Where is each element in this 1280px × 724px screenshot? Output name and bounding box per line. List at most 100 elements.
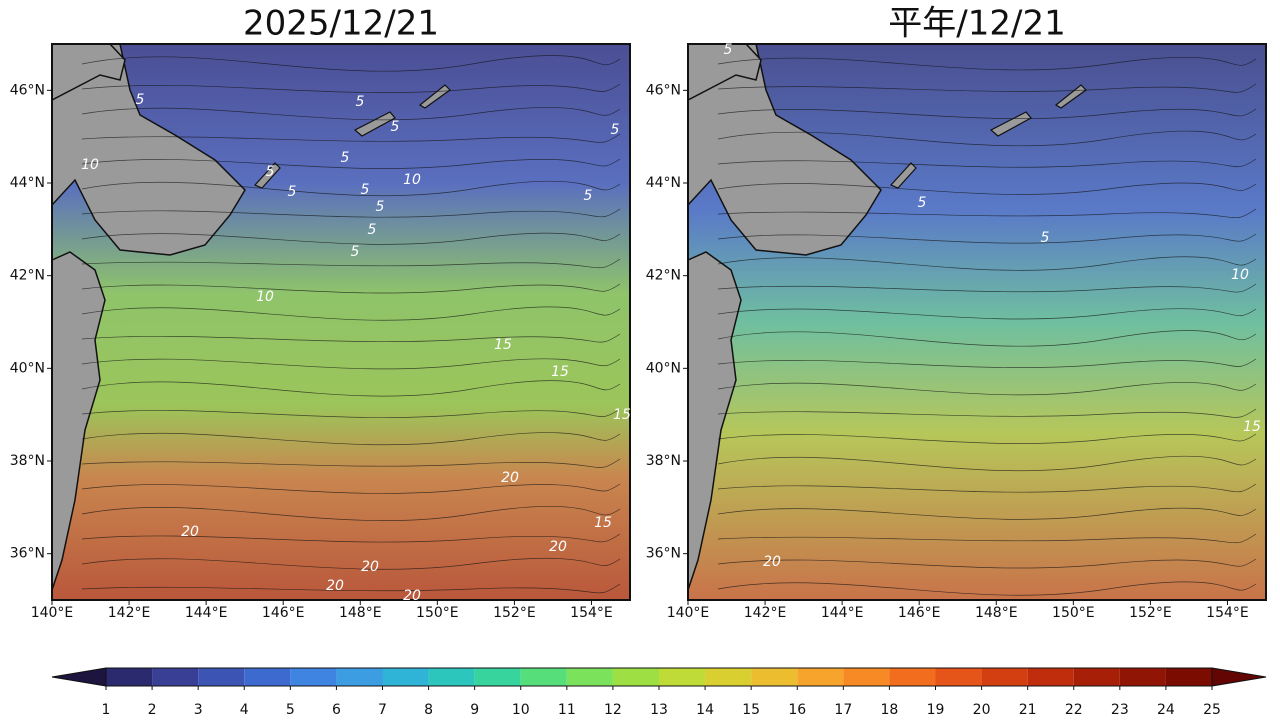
contour-label: 10 [403,172,421,188]
colorbar-segment [106,668,153,686]
streamline [81,558,621,570]
x-tick-label: 144°E [821,605,864,621]
colorbar-tick-label: 7 [378,702,387,718]
colorbar-segment [797,668,844,686]
streamline [717,130,1257,147]
streamline [717,283,1257,293]
x-tick-label: 146°E [898,605,941,621]
colorbar-segment [290,668,337,686]
streamline [81,408,621,418]
streamline [717,83,1257,93]
colorbar-segment [981,668,1028,686]
streamline [717,358,1257,368]
colorbar-segment [612,668,659,686]
y-tick-label: 42°N [10,268,45,284]
streamline [81,208,621,218]
colorbar-segment [1073,668,1120,686]
contour-label: 20 [501,470,519,486]
streamline [81,107,621,121]
y-tick-label: 38°N [646,453,681,469]
panel-title: 平年/12/21 [888,4,1065,44]
colorbar-segment [244,668,291,686]
contour-label: 20 [326,578,344,594]
streamline [81,258,621,269]
streamline [81,333,621,343]
streamline [717,433,1257,444]
colorbar-tick-label: 6 [332,702,341,718]
contour-label: 10 [81,157,99,173]
colorbar-segment [889,668,936,686]
x-tick-label: 154°E [570,605,613,621]
x-tick-label: 148°E [339,605,382,621]
land [687,251,742,591]
streamline [717,455,1257,472]
streamline [81,483,621,494]
colorbar-tick-label: 10 [512,702,530,718]
streamline [717,483,1257,493]
streamline [81,283,621,294]
colorbar-tick-label: 16 [788,702,806,718]
contour-label: 15 [594,515,612,531]
colorbar-segment [428,668,475,686]
y-tick-label: 46°N [646,82,681,98]
y-tick-label: 42°N [646,268,681,284]
x-tick-label: 154°E [1206,605,1249,621]
y-tick-label: 38°N [10,453,45,469]
colorbar-tick-label: 24 [1157,702,1175,718]
y-tick-label: 44°N [646,175,681,191]
contour-label: 15 [551,364,569,380]
colorbar-tick-label: 22 [1065,702,1083,718]
colorbar-tick-label: 21 [1019,702,1037,718]
streamline [81,133,621,143]
colorbar-tick-label: 18 [881,702,899,718]
streamline [81,358,621,370]
land [687,43,882,256]
streamline [717,581,1257,596]
streamline [717,330,1257,347]
streamline [717,408,1257,418]
contour-label: 20 [361,559,379,575]
streamline [81,232,621,245]
contour-label: 5 [361,182,370,198]
contour-label: 5 [611,122,620,138]
colorbar-segment [152,668,199,686]
panels: 2025/12/21 140°E 142°E 144°E 146°E 148°E 150°E… [10,4,1267,621]
y-tick-label: 40°N [646,360,681,376]
colorbar-segment [474,668,521,686]
contour-label: 5 [266,164,275,180]
colorbar-segment [566,668,613,686]
colorbar-tick-label: 25 [1203,702,1221,718]
colorbar-tick-label: 17 [834,702,852,718]
colorbar-tick-label: 5 [286,702,295,718]
streamline [717,108,1257,119]
streamline [81,180,621,197]
streamline [81,158,621,169]
colorbar-tick-label: 4 [240,702,249,718]
colorbar-tick-label: 2 [148,702,157,718]
land [51,43,246,256]
contour-label: 5 [391,119,400,135]
streamline [717,57,1257,71]
map-panel: 2025/12/21 140°E 142°E 144°E 146°E 148°E 150°E… [10,4,631,621]
x-tick-label: 140°E [31,605,74,621]
streamline [81,506,621,521]
streamline [81,55,621,72]
streamline [717,308,1257,320]
streamline [717,208,1257,219]
streamline [717,558,1257,569]
streamline [717,507,1257,520]
panel-title: 2025/12/21 [243,4,439,44]
contour-label: 20 [763,554,781,570]
colorbar-segment [382,668,429,686]
contour-label: 5 [136,92,145,108]
contour-label: 10 [256,289,274,305]
x-tick-label: 146°E [262,605,305,621]
contour-label: 20 [549,539,567,555]
colorbar-tick-label: 9 [470,702,479,718]
streamline [717,233,1257,244]
frame [51,43,631,601]
streamline [81,83,621,93]
contour-label: 20 [403,588,421,604]
contour-label: 5 [341,150,350,166]
